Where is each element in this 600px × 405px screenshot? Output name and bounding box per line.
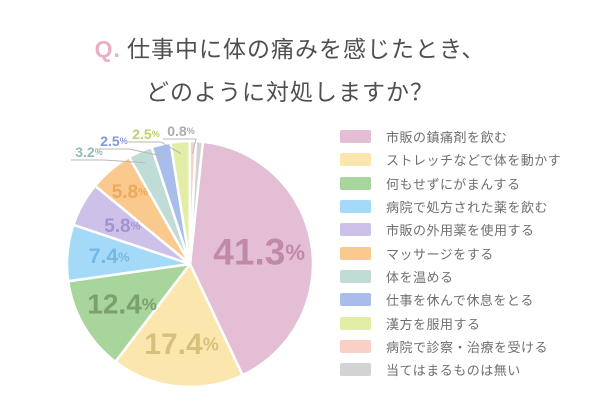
legend-item: 漢方を服用する	[340, 311, 561, 334]
legend-label: 何もせずにがまんする	[386, 176, 521, 192]
pie-callout-line	[163, 138, 197, 154]
legend-label: 市販の外用薬を使用する	[386, 223, 535, 239]
pie-slice	[66, 262, 192, 364]
pie-slice-label: 7.4%	[89, 245, 130, 268]
legend-item: 体を温める	[340, 265, 561, 288]
chart-legend: 市販の鎮痛剤を飲むストレッチなどで体を動かす 何もせずにがまんする病院で処方された…	[340, 125, 561, 381]
pie-callout-label: 2.5%	[100, 133, 127, 149]
legend-swatch	[340, 200, 371, 214]
pie-slice-label: 5.8%	[104, 216, 140, 237]
legend-swatch	[340, 316, 371, 330]
title-line-1: Q. 仕事中に体の痛みを感じたとき、	[0, 28, 580, 71]
legend-item: 市販の鎮痛剤を飲む	[340, 125, 561, 148]
title-line-1-text: 仕事中に体の痛みを感じたとき、	[126, 36, 486, 62]
legend-swatch	[340, 153, 371, 167]
legend-item: 病院で診察・治療を受ける	[340, 335, 561, 358]
pie-callout-label: 3.2%	[75, 144, 102, 160]
legend-swatch	[340, 176, 371, 190]
legend-swatch	[340, 363, 371, 377]
legend-item: 市販の外用薬を使用する	[340, 218, 561, 241]
legend-swatch	[340, 269, 371, 283]
legend-item: ストレッチなどで体を動かす	[340, 148, 561, 171]
legend-item: 何もせずにがまんする	[340, 172, 561, 195]
legend-item: 当てはまるものは無い	[340, 358, 561, 381]
chart-title: Q. 仕事中に体の痛みを感じたとき、 どのように対処しますか？	[0, 28, 580, 114]
title-line-2: どのように対処しますか？	[146, 79, 434, 105]
legend-label: マッサージをする	[386, 246, 494, 262]
legend-label: 市販の鎮痛剤を飲む	[386, 130, 508, 146]
legend-label: 当てはまるものは無い	[386, 363, 521, 379]
pie-slice-label: 5.8%	[112, 182, 148, 203]
legend-item: 病院で処方された薬を飲む	[340, 195, 561, 218]
pie-callout-label: 0.8%	[167, 123, 194, 139]
pie-slice	[114, 262, 244, 389]
legend-label: 漢方を服用する	[386, 316, 481, 332]
legend-swatch	[340, 339, 371, 353]
pie-callout-line	[96, 148, 165, 157]
legend-swatch	[340, 293, 371, 307]
pie-callout-line	[128, 141, 182, 155]
legend-label: 体を温める	[386, 269, 454, 285]
legend-label: 病院で診察・治療を受ける	[386, 339, 549, 355]
legend-swatch	[340, 223, 371, 237]
legend-swatch	[340, 130, 371, 144]
pie-callout-line	[71, 159, 146, 164]
pie-slice	[188, 140, 315, 377]
legend-item: マッサージをする	[340, 241, 561, 264]
legend-label: 病院で処方された薬を飲む	[386, 200, 549, 216]
legend-label: 仕事を休んで休息をとる	[386, 293, 534, 309]
question-prefix: Q.	[94, 36, 121, 62]
legend-label: ストレッチなどで体を動かす	[386, 153, 562, 169]
pie-callout-label: 2.5%	[132, 126, 159, 142]
legend-item: 仕事を休んで休息をとる	[340, 288, 561, 311]
legend-swatch	[340, 246, 371, 260]
